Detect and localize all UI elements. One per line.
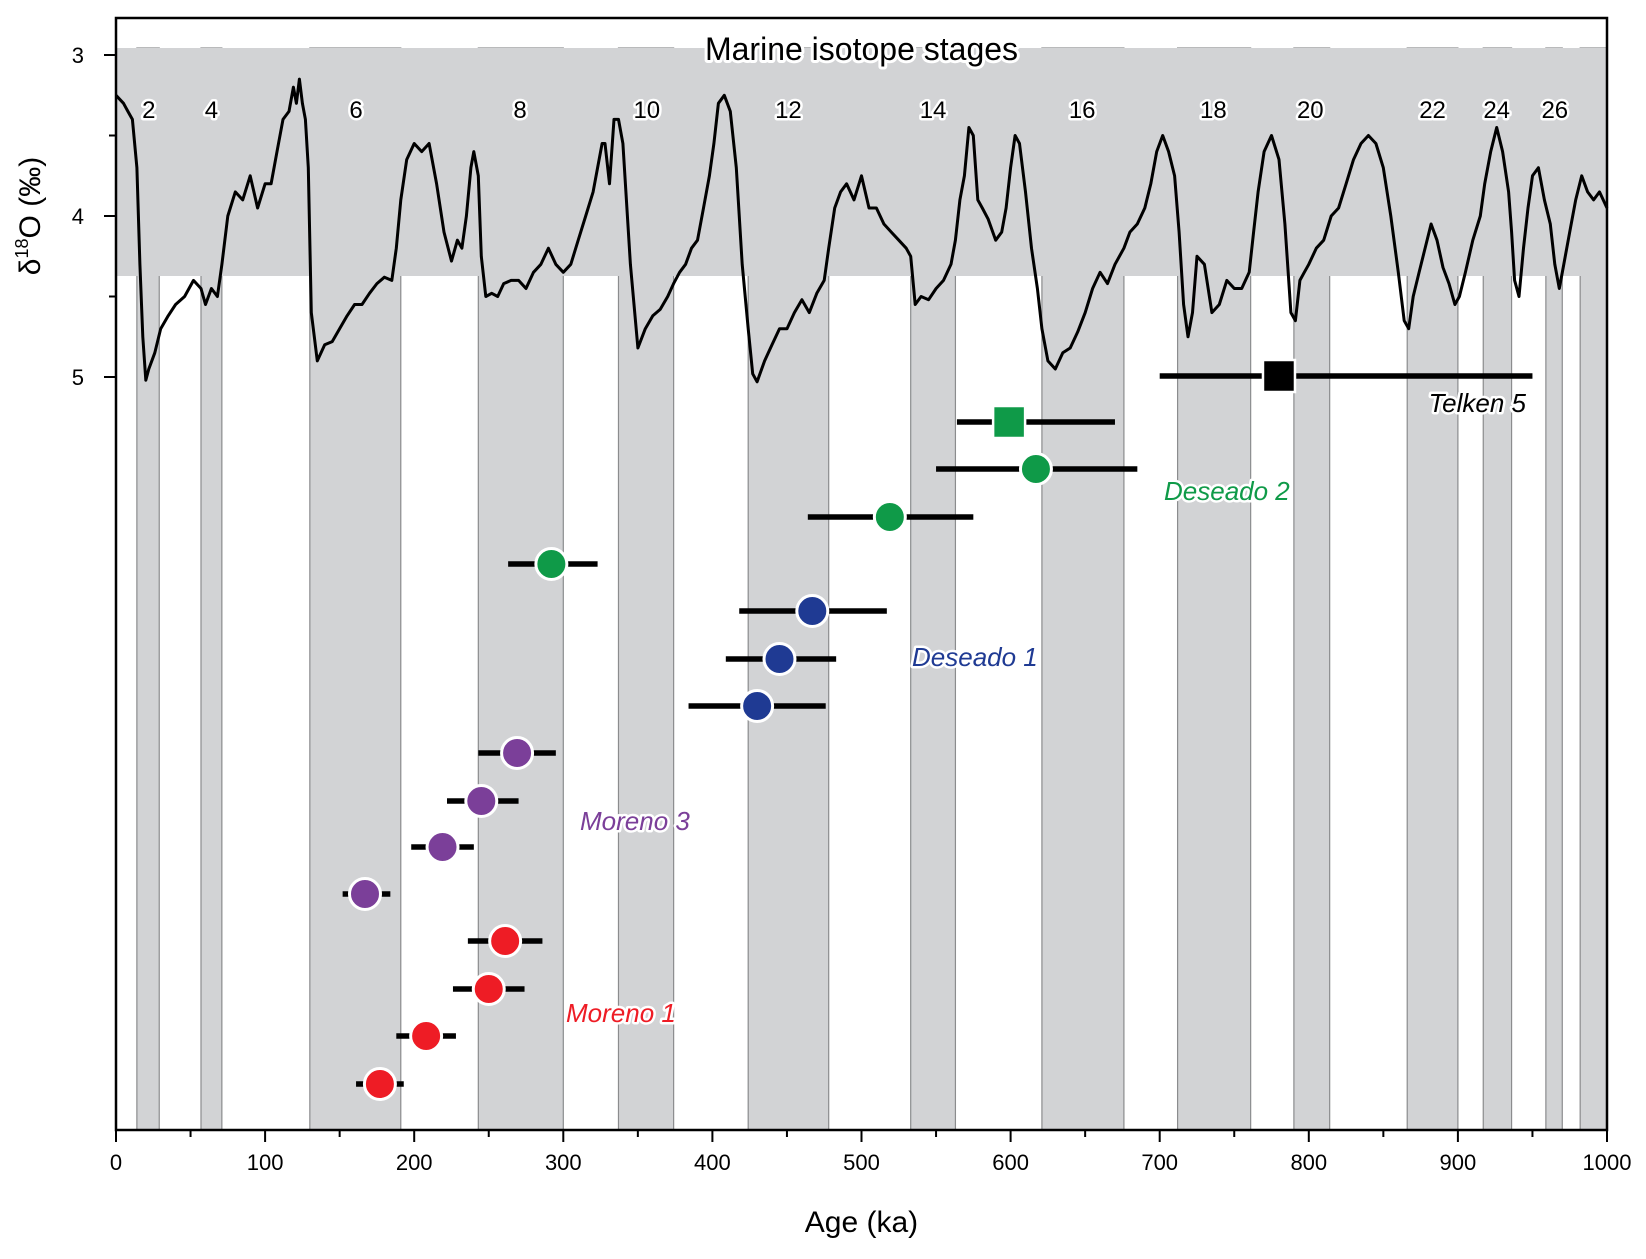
y-tick-label: 4: [72, 204, 84, 229]
delta18o-curve: [114, 77, 1609, 384]
x-tick-label: 500: [843, 1150, 880, 1175]
sample-marker-circle: [762, 642, 797, 676]
mis-label: 12: [775, 97, 802, 124]
sample-marker-circle: [795, 594, 830, 628]
mis-label: 20: [1297, 97, 1324, 124]
mis-label: 18: [1200, 97, 1227, 124]
y-axis-title-suffix: O (‰): [14, 157, 47, 239]
sample-marker-circle: [488, 924, 523, 958]
group-label: Deseado 1: [912, 642, 1038, 672]
title-band: [116, 48, 1607, 276]
y-tick-label: 3: [72, 43, 84, 68]
mis-label: 8: [513, 97, 526, 124]
x-tick-label: 100: [247, 1150, 284, 1175]
mis-label: 24: [1483, 97, 1510, 124]
sample-marker-circle: [464, 784, 499, 818]
group-label: Deseado 2: [1164, 476, 1290, 506]
y-tick-label: 5: [72, 365, 84, 390]
x-tick-label: 400: [694, 1150, 731, 1175]
sample-marker-circle: [362, 1067, 397, 1101]
sample-marker-square: [991, 404, 1027, 440]
sample-points: [342, 358, 1533, 1101]
mis-label: 22: [1419, 97, 1446, 124]
sample-marker-circle: [425, 830, 460, 864]
mis-label: 10: [633, 97, 660, 124]
chart-title: Marine isotope stages: [705, 31, 1018, 67]
x-tick-label: 900: [1440, 1150, 1477, 1175]
sample-marker-circle: [534, 547, 569, 581]
y-axis-title-prefix: δ: [14, 258, 47, 275]
mis-label: 2: [142, 97, 155, 124]
sample-marker-circle: [872, 500, 907, 534]
mis-label: 26: [1541, 97, 1568, 124]
y-axis: 3 4 5: [72, 43, 116, 390]
mis-label: 4: [205, 97, 218, 124]
sample-marker-circle: [1018, 452, 1053, 486]
y-axis-title-sup: 18: [12, 238, 32, 258]
mis-label: 6: [349, 97, 362, 124]
x-axis: 0 100 200 300 400 500 600 700 800 900 1000: [110, 1130, 1632, 1175]
group-label: Telken 5: [1429, 388, 1527, 418]
x-axis-title: Age (ka): [805, 1206, 918, 1239]
y-axis-title: δ18O (‰): [12, 157, 47, 275]
x-tick-label: 200: [396, 1150, 433, 1175]
sample-marker-square: [1261, 358, 1297, 394]
x-tick-label: 300: [545, 1150, 582, 1175]
mis-label: 16: [1069, 97, 1096, 124]
x-tick-label: 0: [110, 1150, 122, 1175]
sample-marker-circle: [740, 689, 775, 723]
x-tick-label: 800: [1290, 1150, 1327, 1175]
group-labels: Moreno 1 Moreno 3 Deseado 1 Deseado 2 Telken…: [564, 386, 1530, 1031]
x-tick-label: 700: [1141, 1150, 1178, 1175]
mis-label: 14: [920, 97, 947, 124]
mis-labels: 2 4 6 8 10 12 14 16 18 20 22 24 26: [140, 95, 1571, 127]
x-tick-label: 1000: [1583, 1150, 1632, 1175]
sample-marker-circle: [471, 972, 506, 1006]
sample-marker-circle: [409, 1019, 444, 1053]
group-label: Moreno 1: [566, 998, 676, 1028]
sample-marker-circle: [500, 736, 535, 770]
x-tick-label: 600: [992, 1150, 1029, 1175]
group-label: Moreno 3: [580, 806, 690, 836]
sample-marker-circle: [347, 877, 382, 911]
